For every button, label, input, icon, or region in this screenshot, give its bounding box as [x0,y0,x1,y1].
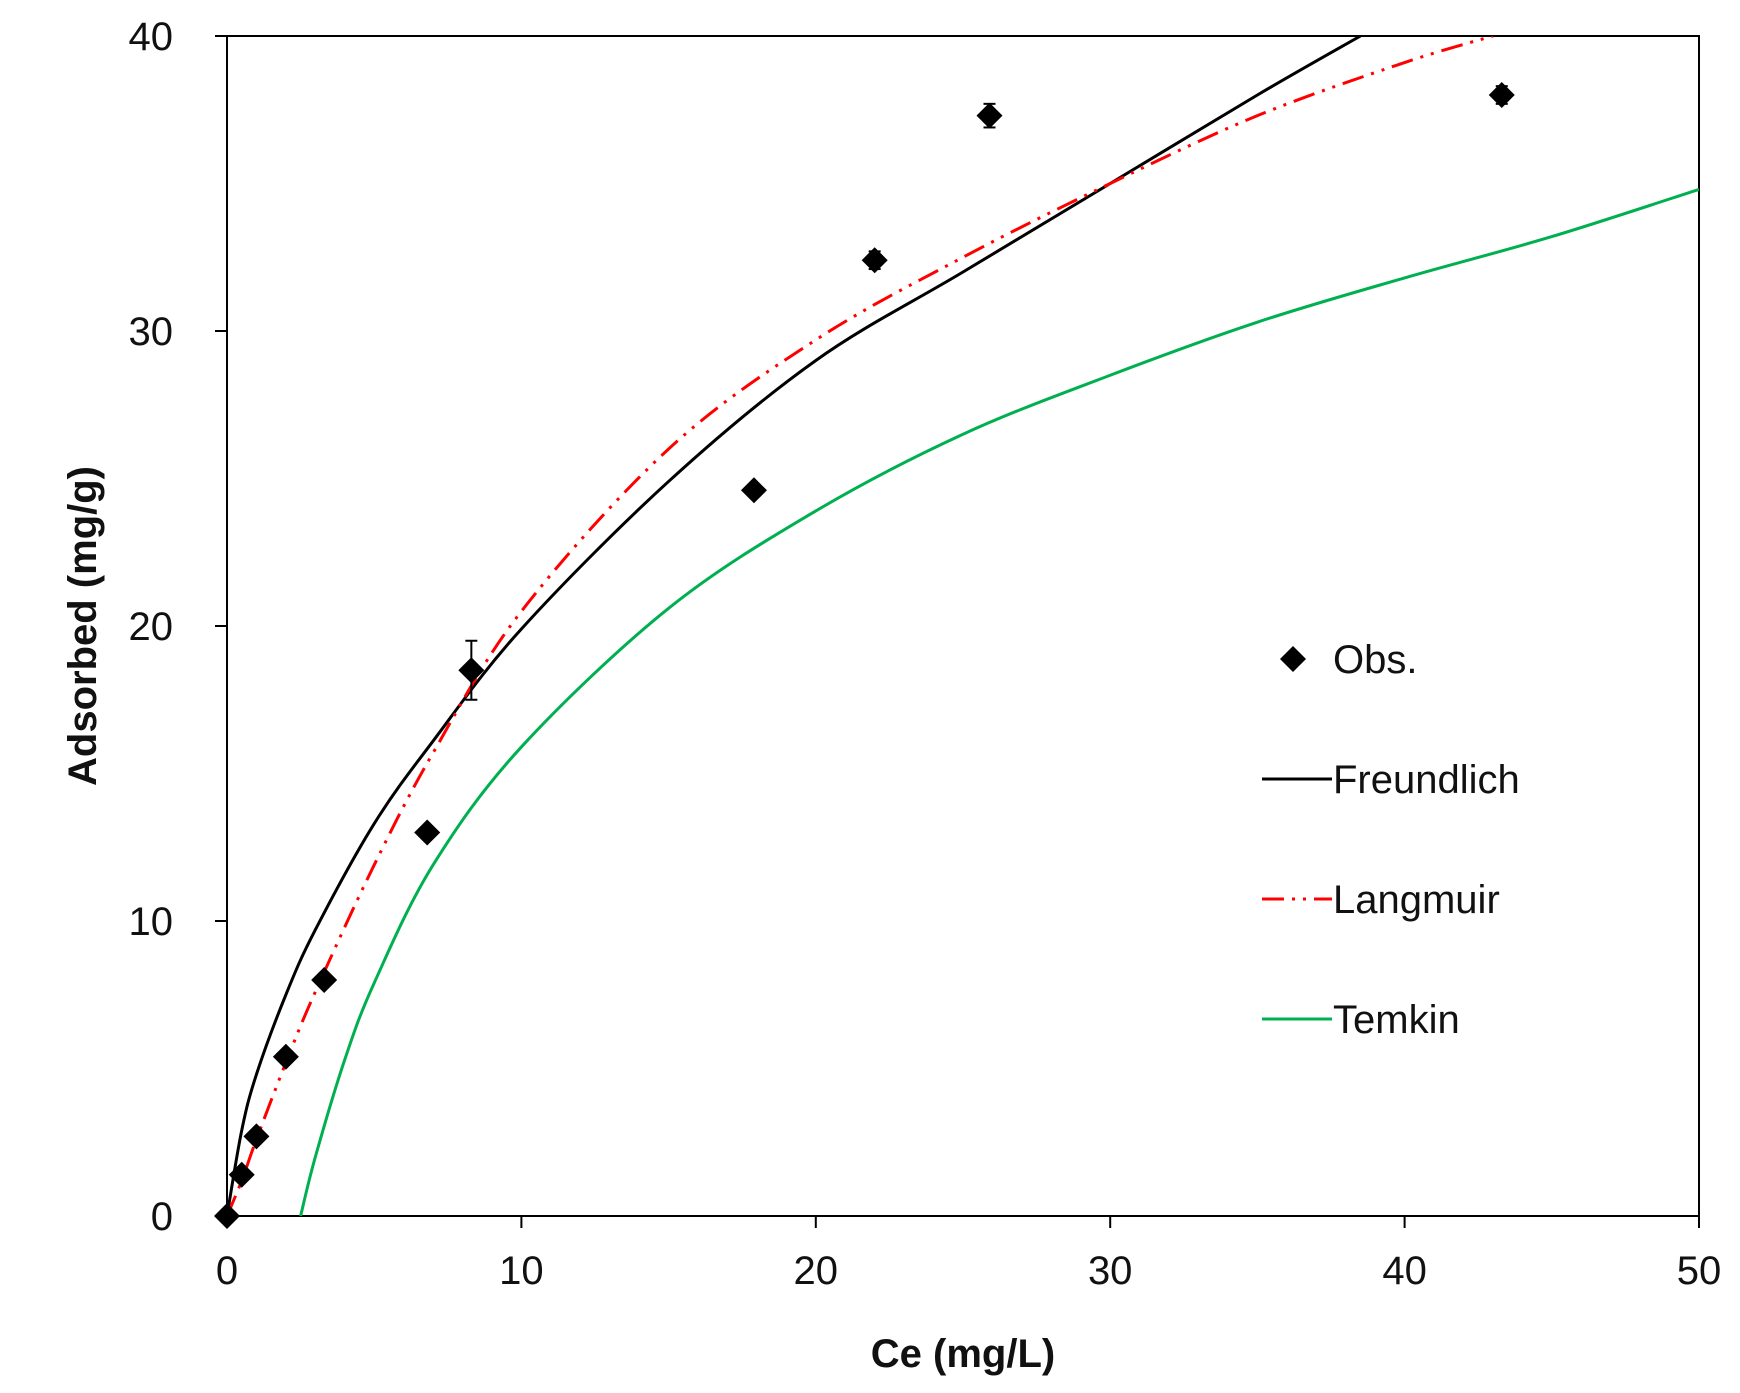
legend-item-obs: Obs. [1280,638,1417,682]
x-tick-label: 50 [1677,1249,1722,1293]
x-tick-label: 0 [216,1249,238,1293]
obs-point [458,657,485,684]
y-tick-label: 30 [129,310,174,354]
observed-points [214,82,1515,1229]
y-tick-label: 20 [129,605,174,649]
legend-marker [1280,646,1306,672]
temkin-curve [299,187,1699,1216]
y-tick-label: 10 [129,900,174,944]
y-tick-label: 40 [129,15,174,59]
obs-point [228,1161,255,1188]
x-tick-label: 40 [1382,1249,1427,1293]
obs-point [243,1123,270,1150]
legend-item-langmuir: Langmuir [1262,878,1500,922]
obs-point [861,247,888,274]
obs-point [311,967,338,993]
x-axis-title: Ce (mg/L) [871,1332,1055,1376]
obs-point [976,102,1003,129]
obs-point [214,1203,240,1229]
obs-point [272,1043,299,1070]
obs-point [740,477,767,504]
plot-area [226,35,1700,1217]
x-tick-label: 30 [1088,1249,1133,1293]
obs-point [1488,82,1515,108]
legend-label: Freundlich [1333,758,1520,802]
x-tick-label: 10 [499,1249,544,1293]
legend-item-temkin: Temkin [1262,998,1460,1042]
legend: Obs. Freundlich Langmuir Temkin [1262,638,1520,1042]
x-tick-label: 20 [794,1249,839,1293]
legend-label: Temkin [1333,998,1460,1042]
y-axis-title: Adsorbed (mg/g) [61,466,105,786]
y-tick-label: 0 [151,1195,173,1239]
legend-label: Langmuir [1333,878,1500,922]
legend-item-freundlich: Freundlich [1262,758,1520,802]
legend-label: Obs. [1333,638,1417,682]
obs-point [414,819,441,846]
